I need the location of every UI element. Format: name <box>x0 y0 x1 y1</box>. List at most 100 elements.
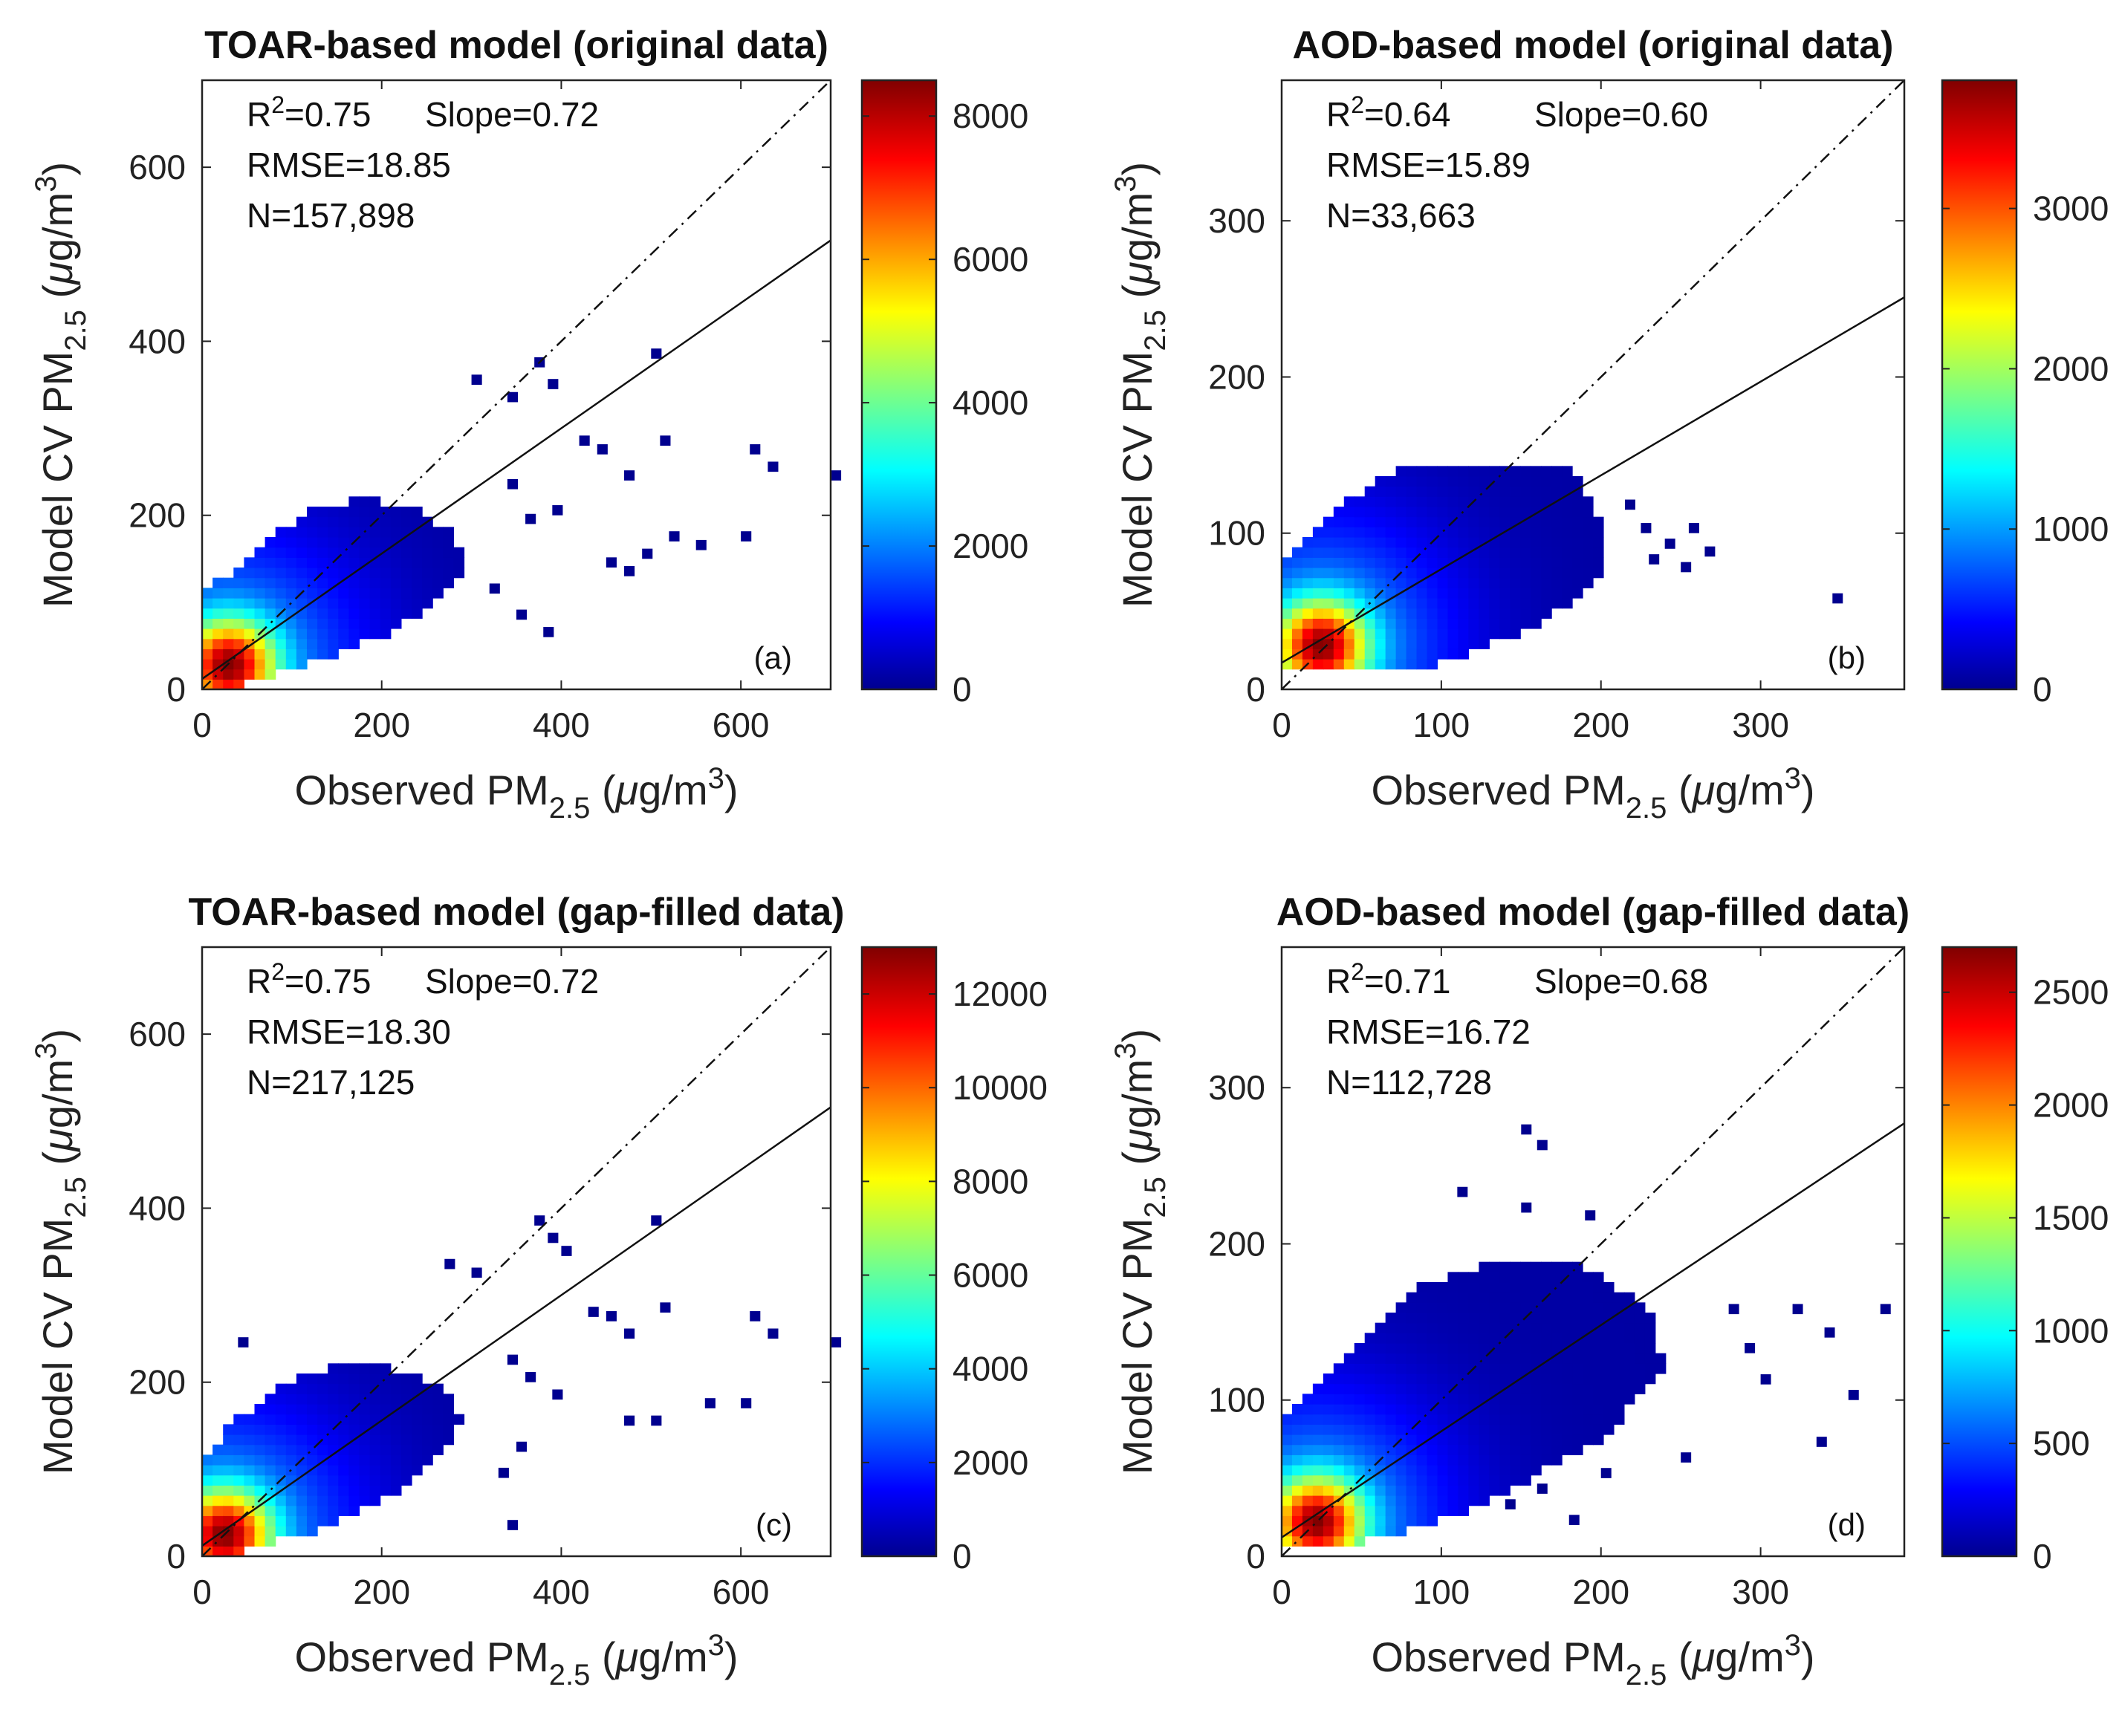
heatmap-cell <box>1510 1444 1521 1455</box>
heatmap-cell <box>212 1465 224 1476</box>
heatmap-cell <box>296 1404 308 1415</box>
outlier-cell <box>768 461 779 472</box>
y-axis-label-subscript: 2.5 <box>1139 310 1172 351</box>
colorbar-tick-label: 0 <box>2033 1537 2052 1576</box>
heatmap-cell <box>1468 1272 1479 1283</box>
heatmap-cell <box>1343 547 1355 558</box>
heatmap-cell <box>1603 1292 1615 1303</box>
heatmap-cell <box>1302 557 1314 568</box>
heatmap-cell <box>1437 1383 1449 1394</box>
heatmap-cell <box>1593 1424 1604 1435</box>
heatmap-cell <box>1499 588 1511 599</box>
heatmap-cell <box>1468 1414 1479 1425</box>
heatmap-cell <box>1458 537 1469 548</box>
heatmap-cell <box>369 1485 381 1496</box>
heatmap-cell <box>296 527 308 538</box>
heatmap-cell <box>1541 1444 1552 1455</box>
heatmap-cell <box>212 1505 224 1516</box>
heatmap-cell <box>1458 1485 1469 1496</box>
heatmap-cell <box>1458 557 1469 568</box>
heatmap-cell <box>1447 1363 1459 1374</box>
heatmap-cell <box>1447 1272 1459 1283</box>
heatmap-cell <box>1520 1322 1531 1333</box>
heatmap-cell <box>1291 577 1303 588</box>
heatmap-cell <box>1551 577 1563 588</box>
heatmap-cell <box>1385 608 1397 619</box>
heatmap-cell <box>1572 1383 1583 1394</box>
heatmap-cell <box>432 537 444 548</box>
heatmap-cell <box>1489 496 1500 507</box>
heatmap-cell <box>317 598 328 609</box>
heatmap-cell <box>1282 1485 1293 1496</box>
heatmap-cell <box>422 1444 433 1455</box>
colorbar-tick-label: 10000 <box>953 1068 1048 1107</box>
heatmap-cell <box>1551 1292 1563 1303</box>
heatmap-cell <box>380 577 392 588</box>
heatmap-cell <box>1375 1515 1386 1527</box>
heatmap-cell <box>212 588 224 599</box>
heatmap-cell <box>1520 618 1531 629</box>
heatmap-cell <box>1302 1465 1314 1476</box>
heatmap-cell <box>1395 476 1407 487</box>
heatmap-cell <box>1520 1272 1531 1283</box>
heatmap-cell <box>1437 588 1449 599</box>
heatmap-cell <box>1447 486 1459 497</box>
heatmap-cell <box>1520 1302 1531 1313</box>
heatmap-cell <box>317 1465 328 1476</box>
heatmap-cell <box>212 1515 224 1527</box>
heatmap-cell <box>1302 537 1314 548</box>
heatmap-cell <box>1562 1302 1573 1313</box>
heatmap-cell <box>1375 557 1386 568</box>
heatmap-cell <box>1406 1394 1418 1405</box>
heatmap-cell <box>338 527 349 538</box>
heatmap-cell <box>348 527 360 538</box>
heatmap-cell <box>1416 659 1428 670</box>
heatmap-cell <box>1323 1485 1334 1496</box>
heatmap-cell <box>285 577 297 588</box>
heatmap-cell <box>1447 527 1459 538</box>
heatmap-cell <box>348 618 360 629</box>
heatmap-cell <box>328 1404 339 1415</box>
outlier-cell <box>1728 1304 1739 1315</box>
x-tick-label: 200 <box>353 1573 410 1611</box>
outlier-cell <box>660 1302 671 1313</box>
outlier-cell <box>606 1311 617 1321</box>
y-axis-label-mu: μ <box>34 261 81 286</box>
heatmap-cell <box>1395 1454 1407 1466</box>
heatmap-cell <box>285 1505 297 1516</box>
heatmap-cell <box>317 1373 328 1385</box>
heatmap-cell <box>1447 1505 1459 1516</box>
heatmap-cell <box>1385 1485 1397 1496</box>
heatmap-cell <box>1489 1261 1500 1272</box>
heatmap-cell <box>1375 577 1386 588</box>
y-axis-label-close: ) <box>34 1029 81 1043</box>
heatmap-cell <box>1312 1495 1324 1506</box>
heatmap-cell <box>1323 1434 1334 1446</box>
heatmap-cell <box>212 1475 224 1486</box>
outlier-cell <box>768 1328 779 1339</box>
heatmap-cell <box>1531 1261 1542 1272</box>
outlier-cell <box>651 1415 662 1426</box>
heatmap-cell <box>1375 1495 1386 1506</box>
y-axis-label-close: ) <box>34 162 81 176</box>
heatmap-cell <box>1312 1394 1324 1405</box>
heatmap-cell <box>317 537 328 548</box>
y-axis-label-close: ) <box>1114 1029 1161 1043</box>
heatmap-cell <box>1427 1292 1438 1303</box>
x-axis-label-close: ) <box>724 767 739 813</box>
stat-r2-symbol: R <box>1326 962 1351 1001</box>
heatmap-cell <box>1385 557 1397 568</box>
heatmap-cell <box>1489 1404 1500 1415</box>
outlier-cell <box>471 1267 482 1278</box>
heatmap-cell <box>1531 598 1542 609</box>
heatmap-cell <box>307 1383 318 1394</box>
stat-r2-superscript: 2 <box>271 91 285 118</box>
heatmap-cell <box>1416 496 1428 507</box>
heatmap-cell <box>1312 568 1324 579</box>
heatmap-cell <box>1406 1313 1418 1324</box>
heatmap-cell <box>244 618 256 629</box>
heatmap-cell <box>1479 628 1490 640</box>
heatmap-cell <box>1416 507 1428 518</box>
heatmap-cell <box>1282 1535 1293 1547</box>
heatmap-cell <box>1343 1475 1355 1486</box>
